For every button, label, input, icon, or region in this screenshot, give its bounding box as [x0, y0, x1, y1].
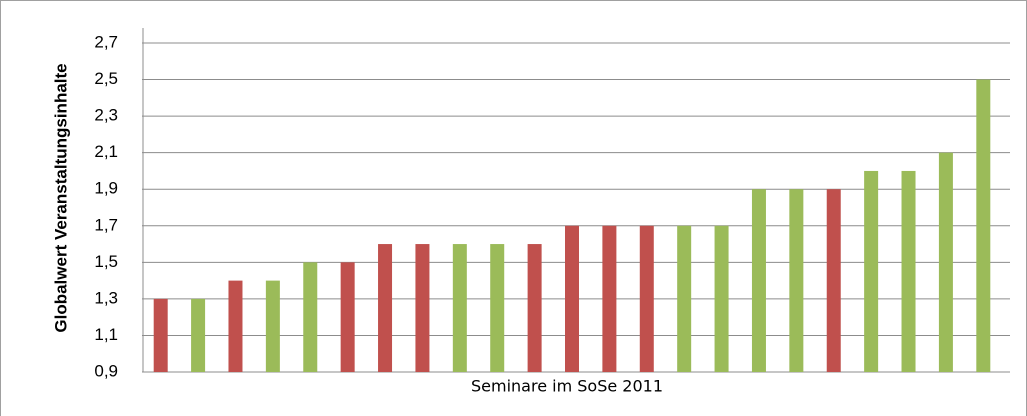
- bar: [901, 170, 916, 372]
- bar: [677, 225, 692, 372]
- bar: [265, 280, 280, 372]
- bar: [527, 244, 542, 372]
- y-tick-label: 1,3: [94, 288, 118, 307]
- bar: [340, 262, 355, 372]
- bar: [714, 225, 729, 372]
- bar: [751, 189, 766, 372]
- bar: [490, 244, 505, 372]
- y-tick-label: 2,1: [94, 142, 118, 161]
- y-tick-label: 0,9: [94, 361, 118, 380]
- y-tick-label: 1,1: [94, 325, 118, 344]
- bar: [191, 298, 206, 372]
- bar: [602, 225, 617, 372]
- bar: [303, 262, 318, 372]
- y-tick-label: 2,7: [94, 32, 118, 51]
- y-axis-title: Globalwert Veranstaltungsinhalte: [51, 63, 70, 332]
- bar: [228, 280, 243, 372]
- bar: [938, 152, 953, 372]
- y-tick-label: 1,9: [94, 179, 118, 198]
- bar: [153, 298, 168, 372]
- y-tick-label: 1,7: [94, 215, 118, 234]
- bar: [789, 189, 804, 372]
- bar: [639, 225, 654, 372]
- y-tick-label: 1,5: [94, 252, 118, 271]
- bar: [415, 244, 430, 372]
- bar: [976, 79, 991, 373]
- bar: [826, 189, 841, 372]
- y-tick-label: 2,5: [94, 69, 118, 88]
- bar: [378, 244, 393, 372]
- bar: [452, 244, 467, 372]
- bar: [565, 225, 579, 372]
- bar: [864, 170, 879, 372]
- x-axis-title: Seminare im SoSe 2011: [471, 377, 663, 396]
- y-tick-label: 2,3: [94, 106, 118, 125]
